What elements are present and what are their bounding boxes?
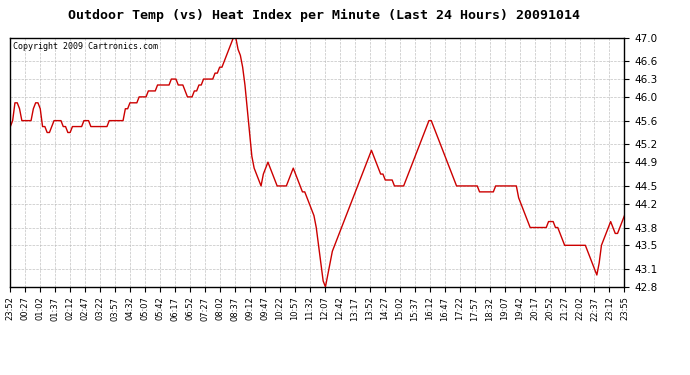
Text: Outdoor Temp (vs) Heat Index per Minute (Last 24 Hours) 20091014: Outdoor Temp (vs) Heat Index per Minute … <box>68 9 580 22</box>
Text: Copyright 2009 Cartronics.com: Copyright 2009 Cartronics.com <box>13 42 159 51</box>
